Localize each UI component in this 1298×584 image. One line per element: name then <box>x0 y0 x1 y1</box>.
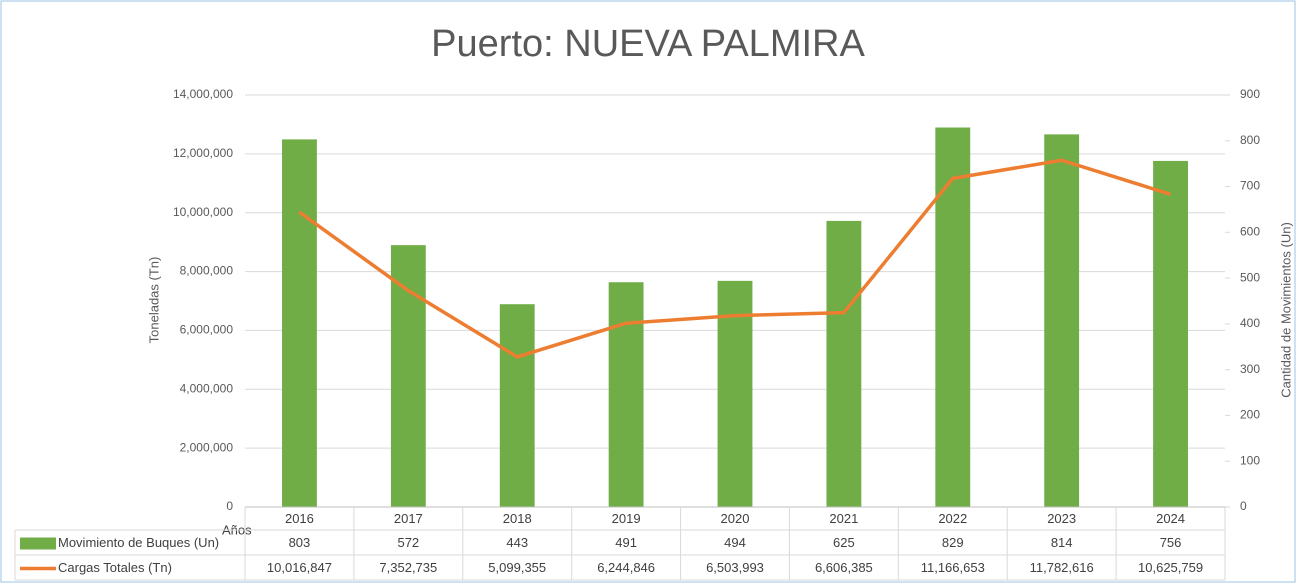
x-tick-label: 2016 <box>285 511 314 526</box>
bar <box>390 245 426 507</box>
line <box>298 158 1172 359</box>
x-tick-label: 2020 <box>721 511 750 526</box>
y-tick-label: 2,000,000 <box>180 440 234 454</box>
y2-tick-label: 800 <box>1240 133 1260 147</box>
table-value: 11,782,616 <box>1030 560 1094 575</box>
table-value: 10,016,847 <box>267 560 332 575</box>
bar <box>608 282 644 507</box>
bar <box>499 304 535 507</box>
table-value: 572 <box>397 535 419 550</box>
table-value: 7,352,735 <box>379 560 437 575</box>
y2-axis-title: Cantidad de Movimientos (Un) <box>1278 222 1293 398</box>
y-tick-label: 0 <box>226 499 233 513</box>
table-value: 803 <box>289 535 311 550</box>
bar <box>1153 160 1188 508</box>
x-tick-label: 2024 <box>1156 511 1185 526</box>
y2-tick-label: 100 <box>1240 453 1260 467</box>
y-tick-label: 4,000,000 <box>180 381 234 395</box>
y2-tick-label: 200 <box>1240 408 1260 422</box>
chart-title: Puerto: NUEVA PALMIRA <box>431 23 865 65</box>
x-tick-label: 2017 <box>394 511 423 526</box>
table-value: 829 <box>942 535 964 550</box>
table-value: 6,244,846 <box>597 560 655 575</box>
table-value: 625 <box>833 535 855 550</box>
table-value: 10,625,759 <box>1138 560 1203 575</box>
table-value: 6,503,993 <box>706 560 764 575</box>
y2-tick-label: 0 <box>1240 499 1247 513</box>
bar <box>1044 134 1080 507</box>
y-axis-title: Toneladas (Tn) <box>146 257 161 344</box>
y2-tick-label: 900 <box>1240 87 1260 101</box>
table-value: 11,166,653 <box>921 560 985 575</box>
legend-label: Movimiento de Buques (Un) <box>58 535 219 550</box>
y2-tick-label: 600 <box>1240 225 1260 239</box>
y2-tick-label: 300 <box>1240 362 1260 376</box>
table-value: 491 <box>615 535 637 550</box>
table-value: 494 <box>724 535 746 550</box>
x-tick-label: 2022 <box>938 511 967 526</box>
legend-label: Cargas Totales (Tn) <box>58 560 172 575</box>
table-value: 6,606,385 <box>815 560 873 575</box>
y-tick-label: 6,000,000 <box>180 323 234 337</box>
table-value: 443 <box>506 535 528 550</box>
table-value: 814 <box>1051 535 1073 550</box>
y-tick-label: 10,000,000 <box>173 205 233 219</box>
x-tick-label: 2023 <box>1047 511 1076 526</box>
bar <box>717 280 753 507</box>
bar <box>935 127 971 507</box>
y-tick-label: 8,000,000 <box>180 264 234 278</box>
y2-tick-label: 700 <box>1240 179 1260 193</box>
table-value: 5,099,355 <box>488 560 546 575</box>
bar <box>282 139 317 507</box>
legend-swatch <box>20 537 56 550</box>
y2-tick-label: 500 <box>1240 270 1260 284</box>
x-tick-label: 2018 <box>503 511 532 526</box>
y2-tick-label: 400 <box>1240 316 1260 330</box>
x-tick-label: 2021 <box>829 511 858 526</box>
bar <box>826 220 862 507</box>
y-tick-label: 12,000,000 <box>173 146 233 160</box>
x-tick-label: 2019 <box>612 511 641 526</box>
y-tick-label: 14,000,000 <box>173 87 233 101</box>
table-value: 756 <box>1160 535 1182 550</box>
